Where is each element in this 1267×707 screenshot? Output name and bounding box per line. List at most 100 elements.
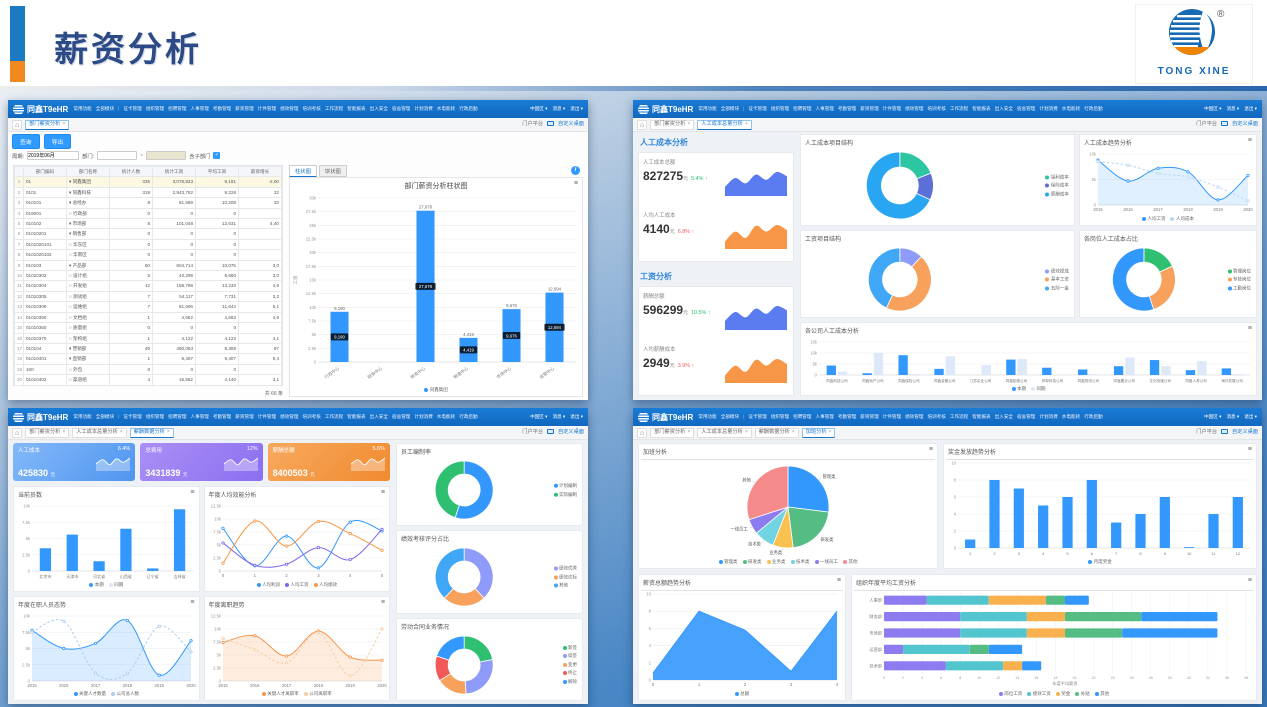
nav-menu-item[interactable]: 薪资管理 bbox=[235, 414, 254, 419]
home-tab[interactable]: ⌂ bbox=[637, 427, 648, 438]
nav-menu-item[interactable]: 全部模块 bbox=[720, 414, 740, 419]
nav-menu-item[interactable]: 组织管理 bbox=[145, 106, 165, 111]
nav-right-item[interactable]: 退出 ▾ bbox=[1244, 414, 1257, 419]
nav-menu-item[interactable]: 人事管理 bbox=[190, 414, 209, 419]
nav-menu-item[interactable]: 计划消费 bbox=[1039, 414, 1058, 419]
nav-menu-item[interactable]: 考勤管理 bbox=[212, 414, 232, 419]
nav-menu-item[interactable]: 宿舍管理 bbox=[1017, 106, 1036, 111]
nav-right-item[interactable]: 消息 ▾ bbox=[552, 106, 566, 111]
nav-menu-item[interactable]: 宿舍管理 bbox=[392, 414, 411, 419]
nav-menu-item[interactable]: 智能报表 bbox=[347, 106, 366, 111]
nav-menu-item[interactable]: 全部模块 bbox=[720, 106, 740, 111]
nav-menu-item[interactable]: 常用功能 bbox=[73, 106, 92, 111]
nav-right-item[interactable]: 消息 ▾ bbox=[1226, 106, 1240, 111]
nav-menu-item[interactable]: 组织管理 bbox=[145, 414, 165, 419]
close-icon[interactable]: × bbox=[828, 429, 832, 435]
close-icon[interactable]: × bbox=[791, 429, 795, 435]
nav-menu-item[interactable]: 行政后勤 bbox=[459, 106, 478, 111]
nav-right-item[interactable]: 消息 ▾ bbox=[1226, 414, 1240, 419]
chart-menu-icon[interactable]: ≡ bbox=[380, 489, 385, 496]
nav-menu-item[interactable]: 行政后勤 bbox=[459, 414, 478, 419]
column-header[interactable]: 部门编码 bbox=[23, 166, 67, 178]
tab-人工成本总量分析[interactable]: 人工成本总量分析 × bbox=[697, 427, 752, 438]
chart-menu-icon[interactable]: ≡ bbox=[928, 446, 933, 453]
nav-menu-item[interactable]: 考勤管理 bbox=[837, 414, 857, 419]
period-input[interactable] bbox=[27, 151, 80, 160]
tab-部门薪资分析[interactable]: 部门薪资分析 × bbox=[650, 119, 695, 130]
nav-menu-item[interactable]: 证卡管理 bbox=[123, 414, 142, 419]
close-icon[interactable]: × bbox=[166, 429, 170, 435]
nav-menu-item[interactable]: 培训考核 bbox=[302, 106, 321, 111]
table-row[interactable]: 6 01010201 ▾ 销售部 0 0 0 bbox=[14, 228, 282, 240]
nav-right-item[interactable]: 退出 ▾ bbox=[570, 414, 583, 419]
tab-部门薪资分析[interactable]: 部门薪资分析 × bbox=[25, 427, 70, 438]
dept-to-input[interactable] bbox=[146, 151, 187, 160]
nav-menu-item[interactable]: 培训考核 bbox=[302, 414, 321, 419]
nav-menu-item[interactable]: 人事管理 bbox=[190, 106, 209, 111]
query-button[interactable]: 查询 bbox=[12, 134, 40, 149]
nav-right-item[interactable]: 中国区 ▾ bbox=[1204, 414, 1222, 419]
nav-menu-item[interactable]: 绩效管理 bbox=[905, 414, 924, 419]
table-row[interactable]: 7 0101020101 ○ 华东区 0 0 0 bbox=[14, 238, 282, 251]
table-row[interactable]: 11 01010304 ○ 开发组 12 158,796 13,233 4,6 bbox=[14, 280, 282, 292]
home-tab[interactable]: ⌂ bbox=[12, 119, 23, 130]
nav-right-item[interactable]: 退出 ▾ bbox=[1244, 106, 1257, 111]
tab-人工成本总量分析[interactable]: 人工成本总量分析 × bbox=[72, 427, 127, 438]
nav-menu-item[interactable]: 计划消费 bbox=[414, 414, 433, 419]
nav-menu-item[interactable]: 水电能耗 bbox=[1061, 414, 1081, 419]
table-row[interactable]: 19 100 ○ 外包 0 0 0 bbox=[14, 363, 282, 376]
nav-menu-item[interactable]: 组织管理 bbox=[770, 414, 790, 419]
table-row[interactable]: 18 01010401 ▾ 直销部 1 9,407 9,407 9,4 bbox=[14, 353, 282, 365]
nav-menu-item[interactable]: 计件管理 bbox=[257, 106, 277, 111]
table-row[interactable]: 2 0101 ▾ 同鑫科技 319 2,943,762 9,228 22 bbox=[14, 186, 282, 199]
portal-platform-link[interactable]: 门户平台 bbox=[1196, 429, 1218, 435]
nav-menu-item[interactable]: 宿舍管理 bbox=[392, 106, 411, 111]
chart-menu-icon[interactable]: ≡ bbox=[1247, 137, 1252, 144]
nav-menu-item[interactable]: 绩效管理 bbox=[905, 106, 924, 111]
close-icon[interactable]: × bbox=[744, 121, 748, 127]
tab-人工成本总量分析[interactable]: 人工成本总量分析 × bbox=[697, 119, 752, 130]
nav-menu-item[interactable]: 薪资管理 bbox=[860, 106, 879, 111]
nav-menu-item[interactable]: 全部模块 bbox=[95, 414, 115, 419]
nav-menu-item[interactable]: 常用功能 bbox=[698, 414, 717, 419]
table-row[interactable]: 4 019001 ○ 行政部 0 0 0 bbox=[14, 207, 282, 220]
nav-menu-item[interactable]: 智能报表 bbox=[972, 106, 991, 111]
table-row[interactable]: 8 0101020102 ○ 华南区 0 0 0 bbox=[14, 249, 282, 261]
nav-menu-item[interactable]: 计件管理 bbox=[882, 414, 902, 419]
nav-right-item[interactable]: 消息 ▾ bbox=[552, 414, 566, 419]
nav-menu-item[interactable]: 招聘管理 bbox=[793, 414, 812, 419]
nav-menu-item[interactable]: 计件管理 bbox=[257, 414, 277, 419]
nav-menu-item[interactable]: 计件管理 bbox=[882, 106, 902, 111]
nav-right-item[interactable]: 中国区 ▾ bbox=[530, 106, 548, 111]
table-row[interactable]: 12 01010305 ○ 测试组 7 54,117 7,731 3,2 bbox=[14, 290, 282, 303]
custom-desktop-link[interactable]: 自定义桌面 bbox=[558, 121, 584, 127]
nav-menu-item[interactable]: 计划消费 bbox=[1039, 106, 1058, 111]
nav-menu-item[interactable]: 薪资管理 bbox=[860, 414, 879, 419]
chart-menu-icon[interactable]: ≡ bbox=[836, 577, 841, 584]
tab-薪酬数据分析[interactable]: 薪酬数据分析 × bbox=[754, 427, 799, 438]
custom-desktop-link[interactable]: 自定义桌面 bbox=[1232, 121, 1258, 127]
nav-menu-item[interactable]: 工作流程 bbox=[949, 414, 969, 419]
nav-menu-item[interactable]: 组织管理 bbox=[770, 106, 790, 111]
nav-menu-item[interactable]: 考勤管理 bbox=[837, 106, 857, 111]
nav-menu-item[interactable]: 行政后勤 bbox=[1084, 106, 1103, 111]
column-header[interactable]: 部门名称 bbox=[66, 166, 110, 178]
nav-menu-item[interactable]: 薪资管理 bbox=[235, 106, 254, 111]
custom-desktop-link[interactable]: 自定义桌面 bbox=[1232, 429, 1258, 435]
tab-加班分析[interactable]: 加班分析 × bbox=[801, 427, 836, 438]
chart-menu-icon[interactable]: ≡ bbox=[573, 180, 578, 187]
chart-menu-icon[interactable]: ≡ bbox=[190, 489, 195, 496]
nav-menu-item[interactable]: 培训考核 bbox=[927, 414, 946, 419]
close-icon[interactable]: × bbox=[687, 121, 691, 127]
nav-menu-item[interactable]: 水电能耗 bbox=[436, 106, 456, 111]
nav-right-item[interactable]: 中国区 ▾ bbox=[530, 414, 548, 419]
nav-menu-item[interactable]: 出入安全 bbox=[369, 414, 389, 419]
nav-menu-item[interactable]: 招聘管理 bbox=[793, 106, 812, 111]
table-row[interactable]: 3 010101 ▾ 总经办 8 81,669 10,209 33 bbox=[14, 197, 282, 209]
close-icon[interactable]: × bbox=[744, 429, 748, 435]
nav-menu-item[interactable]: 考勤管理 bbox=[212, 106, 232, 111]
nav-menu-item[interactable]: 证卡管理 bbox=[748, 106, 767, 111]
table-row[interactable]: 5 010102 ▾ 市场部 8 101,048 12,631 4,40 bbox=[14, 218, 282, 230]
home-tab[interactable]: ⌂ bbox=[12, 427, 23, 438]
nav-menu-item[interactable]: 人事管理 bbox=[815, 106, 834, 111]
